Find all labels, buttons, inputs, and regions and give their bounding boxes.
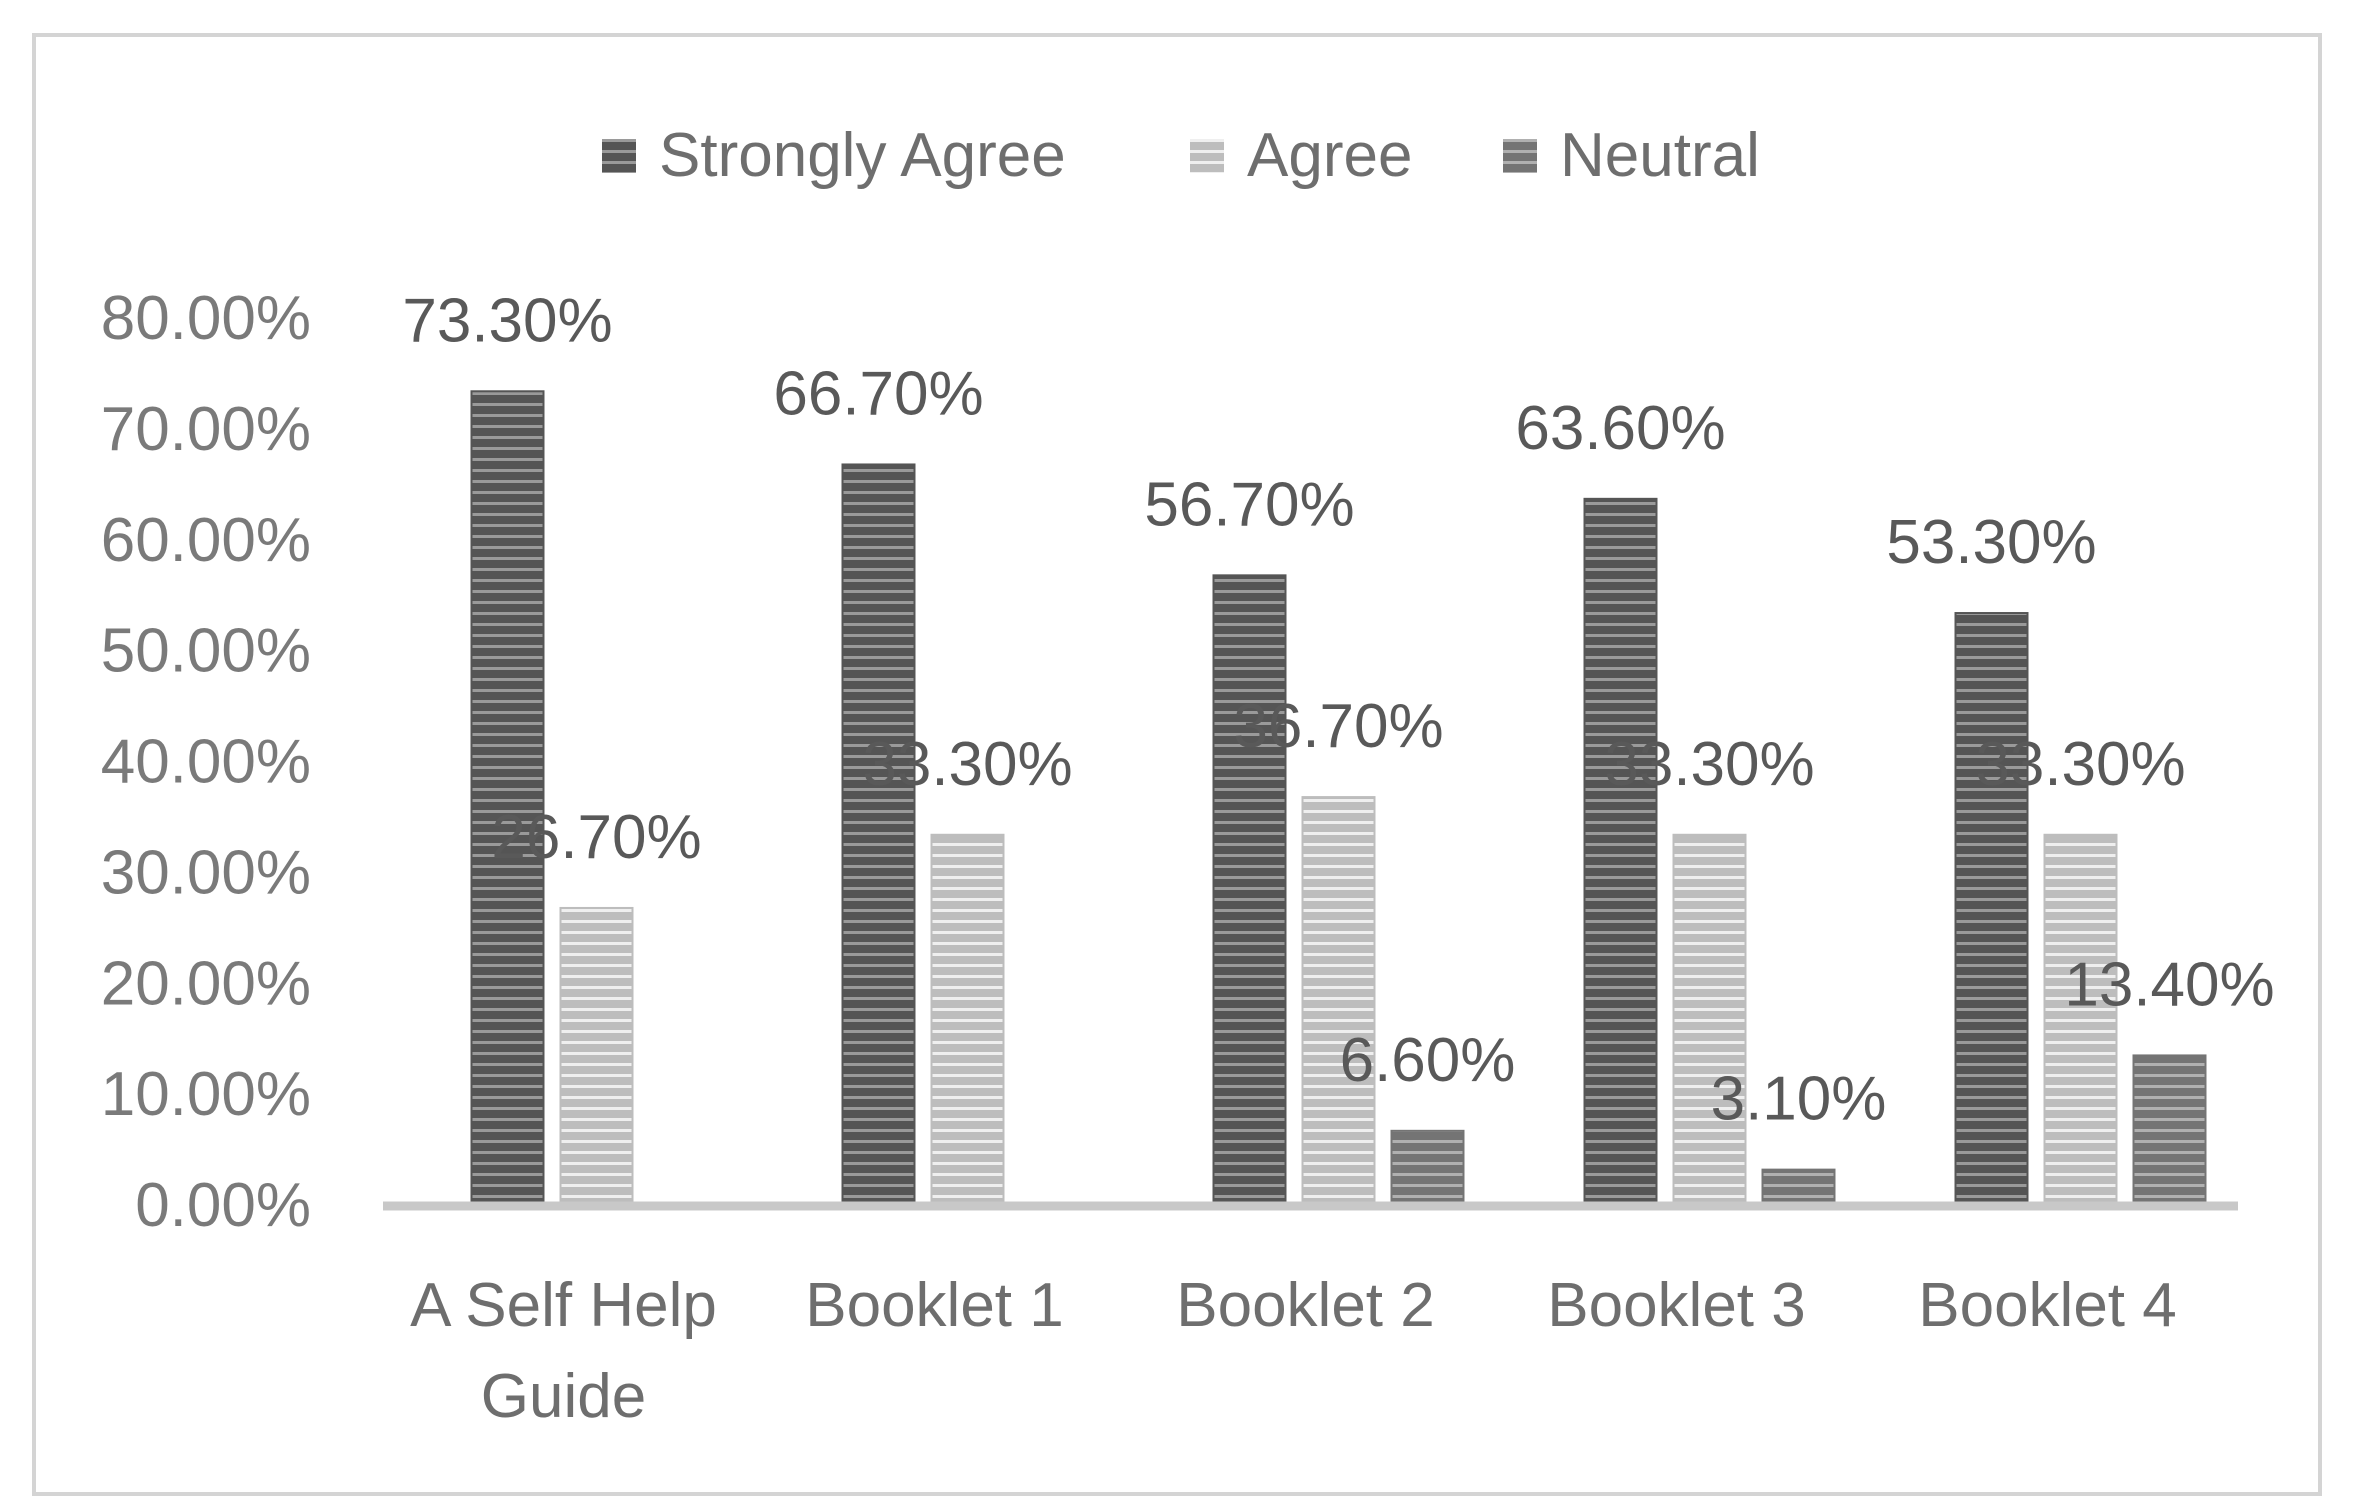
legend-label-strongly-agree: Strongly Agree xyxy=(659,121,1066,190)
x-axis: A Self Help Guide Booklet 1 Booklet 2 Bookle… xyxy=(383,1201,2238,1431)
legend-swatch-strongly-agree xyxy=(602,139,636,173)
bar-strongly-agree xyxy=(470,390,545,1205)
legend-swatch-neutral xyxy=(1503,139,1537,173)
y-tick-label: 80.00% xyxy=(101,284,311,353)
x-category-label: Booklet 4 xyxy=(1918,1271,2177,1340)
data-label-neutral: 13.40% xyxy=(2064,950,2274,1019)
y-axis: 0.00% 10.00% 20.00% 30.00% 40.00% 50.00% 60.00… xyxy=(101,284,311,1240)
y-tick-label: 60.00% xyxy=(101,506,311,575)
bar-agree xyxy=(1301,796,1376,1205)
bar-agree xyxy=(559,906,634,1205)
legend-label-neutral: Neutral xyxy=(1560,121,1760,190)
bar-strongly-agree xyxy=(1583,497,1658,1205)
x-category-label: Booklet 3 xyxy=(1547,1271,1806,1340)
y-tick-label: 50.00% xyxy=(101,617,311,686)
legend-swatch-agree xyxy=(1190,139,1224,173)
y-tick-label: 20.00% xyxy=(101,949,311,1018)
bar-neutral xyxy=(2132,1054,2207,1205)
data-label-agree: 26.70% xyxy=(491,803,701,872)
y-tick-label: 10.00% xyxy=(101,1060,311,1129)
data-label-strongly-agree: 56.70% xyxy=(1144,470,1354,539)
bar-strongly-agree xyxy=(1954,612,2029,1205)
legend-label-agree: Agree xyxy=(1247,121,1412,190)
data-label-strongly-agree: 53.30% xyxy=(1886,508,2096,577)
data-label-agree: 33.30% xyxy=(1975,730,2185,799)
data-label-neutral: 3.10% xyxy=(1711,1065,1887,1134)
y-tick-label: 70.00% xyxy=(101,395,311,464)
data-labels: 73.30% 26.70% 66.70% 33.30% 56.70% 36.70% 6.60… xyxy=(402,286,2274,1133)
bars xyxy=(470,390,2207,1206)
data-label-agree: 36.70% xyxy=(1233,692,1443,761)
x-category-label: Booklet 1 xyxy=(805,1271,1064,1340)
data-label-strongly-agree: 73.30% xyxy=(402,286,612,355)
data-label-agree: 33.30% xyxy=(862,730,1072,799)
legend: Strongly Agree Agree Neutral xyxy=(602,121,1760,190)
y-tick-label: 0.00% xyxy=(135,1171,311,1240)
bar-neutral xyxy=(1761,1168,1836,1206)
x-category-label: Guide xyxy=(481,1362,646,1431)
bar-agree xyxy=(930,833,1005,1205)
chart-frame xyxy=(32,33,2322,1496)
data-label-agree: 33.30% xyxy=(1604,730,1814,799)
data-label-strongly-agree: 66.70% xyxy=(773,359,983,428)
bar-neutral xyxy=(1390,1129,1465,1206)
bar-strongly-agree xyxy=(841,463,916,1205)
bar-strongly-agree xyxy=(1212,574,1287,1205)
x-category-label: Booklet 2 xyxy=(1176,1271,1435,1340)
y-tick-label: 40.00% xyxy=(101,728,311,797)
x-category-label: A Self Help xyxy=(410,1271,717,1340)
bar-agree xyxy=(1672,833,1747,1205)
y-tick-label: 30.00% xyxy=(101,838,311,907)
data-label-neutral: 6.60% xyxy=(1340,1026,1516,1095)
data-label-strongly-agree: 63.60% xyxy=(1515,394,1725,463)
